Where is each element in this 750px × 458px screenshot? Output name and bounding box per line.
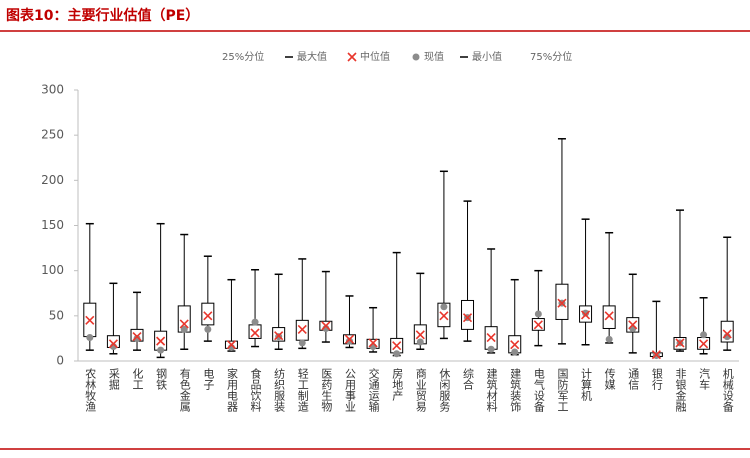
x-tick-label: 建筑装饰 — [509, 367, 522, 412]
x-tick-label: 电气设备 — [532, 368, 545, 413]
current-marker — [582, 309, 590, 317]
x-tick-label: 钢铁 — [155, 368, 168, 390]
x-tick-label: 银行 — [650, 367, 663, 391]
legend-label: 25%分位 — [222, 50, 264, 63]
median-marker — [179, 319, 189, 329]
current-marker — [369, 343, 377, 351]
x-tick-label: 采掘 — [107, 368, 120, 391]
legend-label: 75%分位 — [530, 50, 572, 63]
x-tick-label: 纺织服装 — [273, 367, 286, 413]
x-tick-label: 家用电器 — [225, 367, 238, 413]
x-tick-label: 计算机 — [580, 368, 593, 401]
median-marker — [439, 311, 449, 321]
legend-label: 中位值 — [360, 50, 390, 63]
legend-marker — [412, 53, 420, 61]
legend-label: 现值 — [424, 50, 444, 63]
median-marker — [533, 320, 543, 330]
current-marker — [180, 325, 188, 333]
x-tick-label: 交通运输 — [367, 367, 380, 413]
current-marker — [534, 310, 542, 318]
current-marker — [86, 334, 94, 342]
median-marker — [510, 340, 520, 350]
current-marker — [629, 324, 637, 332]
median-marker — [132, 332, 142, 342]
median-marker — [722, 329, 732, 339]
x-tick-label: 电子 — [202, 368, 215, 390]
median-marker — [628, 320, 638, 330]
median-marker — [368, 338, 378, 348]
y-tick-label: 0 — [56, 354, 64, 368]
median-marker — [486, 332, 496, 343]
x-tick-label: 食品饮料 — [249, 367, 262, 413]
x-tick-label: 公用事业 — [343, 368, 356, 412]
current-marker — [440, 303, 448, 311]
median-marker — [462, 313, 473, 323]
box — [602, 305, 616, 329]
current-marker — [416, 338, 424, 346]
median-marker — [415, 330, 425, 340]
median-marker — [651, 350, 661, 360]
median-marker — [699, 339, 709, 349]
x-tick-label: 建筑材料 — [485, 367, 498, 413]
current-marker — [487, 345, 495, 353]
median-marker — [203, 311, 213, 321]
current-marker — [298, 339, 306, 347]
median-marker — [250, 328, 260, 338]
x-tick-label: 传媒 — [603, 368, 616, 391]
y-tick-label: 250 — [41, 128, 64, 142]
median-marker — [108, 339, 118, 349]
x-tick-label: 有色金属 — [178, 367, 191, 413]
box — [201, 302, 215, 326]
median-marker — [580, 310, 591, 320]
current-marker — [393, 350, 401, 358]
x-tick-label: 机械设备 — [721, 367, 734, 413]
median-marker — [321, 321, 331, 331]
median-marker — [226, 340, 237, 350]
current-marker — [251, 318, 259, 326]
median-marker — [85, 315, 95, 325]
x-tick-label: 汽车 — [698, 367, 711, 391]
median-marker — [156, 336, 166, 346]
median-marker — [392, 341, 402, 351]
y-tick-label: 300 — [41, 83, 64, 97]
median-marker — [675, 338, 685, 348]
current-marker — [133, 334, 141, 342]
x-tick-label: 化工 — [131, 367, 144, 390]
x-tick-label: 通信 — [627, 368, 640, 391]
current-marker — [511, 348, 519, 356]
x-tick-label: 房地产 — [391, 368, 404, 402]
x-tick-label: 农林牧渔 — [84, 367, 97, 413]
x-tick-label: 医药生物 — [320, 368, 333, 412]
current-marker — [157, 346, 165, 354]
current-marker — [204, 325, 212, 333]
legend-label: 最大值 — [297, 50, 327, 63]
current-marker — [700, 331, 708, 339]
y-tick-label: 50 — [49, 308, 64, 322]
y-tick-label: 150 — [41, 218, 64, 232]
median-marker — [604, 311, 614, 321]
y-tick-label: 100 — [41, 263, 64, 277]
x-tick-label: 休闲服务 — [438, 368, 451, 412]
x-tick-label: 商业贸易 — [414, 367, 427, 413]
x-tick-label: 国防军工 — [556, 368, 569, 412]
x-tick-label: 轻工制造 — [296, 367, 309, 412]
current-marker — [605, 335, 613, 343]
y-tick-label: 200 — [41, 173, 64, 187]
chart-title: 图表10：主要行业估值（PE） — [6, 7, 199, 24]
x-tick-label: 非银金融 — [674, 368, 687, 413]
median-marker — [344, 334, 355, 344]
legend-marker — [347, 52, 357, 62]
legend-label: 最小值 — [472, 50, 502, 63]
median-marker — [274, 331, 284, 341]
median-marker — [557, 298, 567, 308]
median-marker — [297, 324, 307, 334]
x-tick-label: 综合 — [462, 367, 475, 390]
current-marker — [345, 337, 353, 345]
